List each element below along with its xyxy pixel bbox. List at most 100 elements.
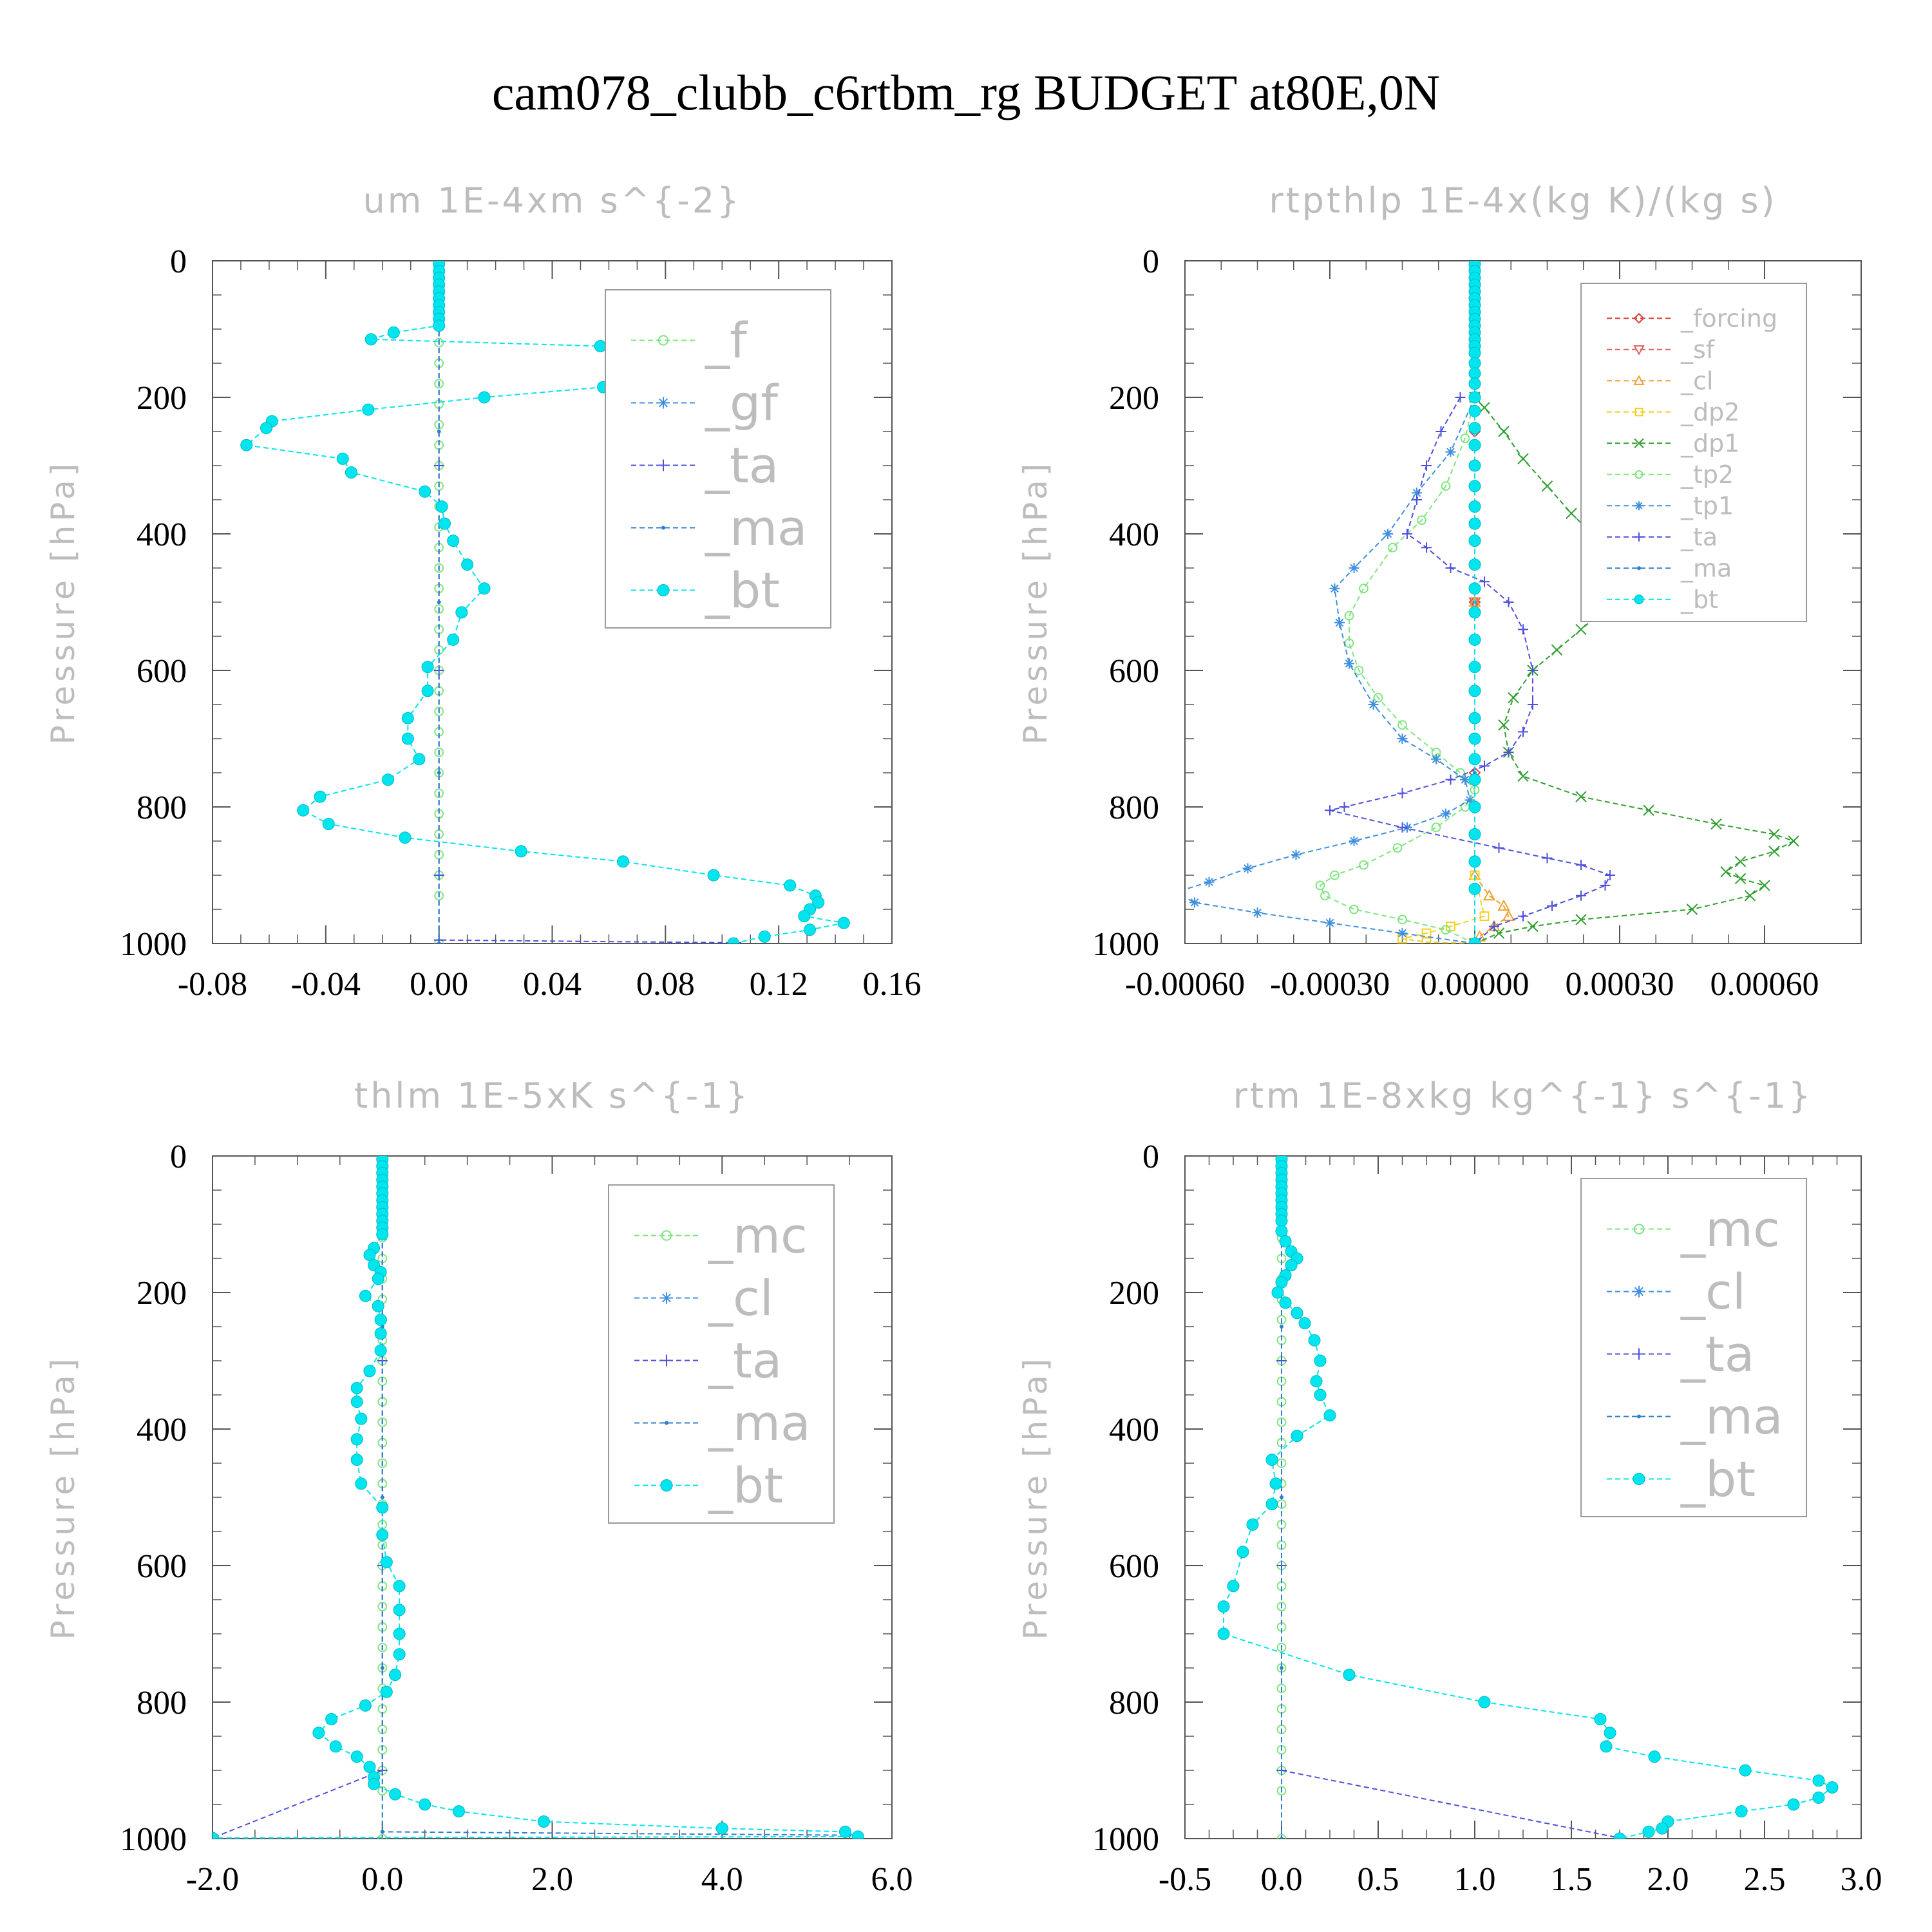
series-bt-point [1468,882,1481,895]
series-ta-point [1576,890,1586,901]
series-bt-point [382,773,395,786]
series-bt-point [1812,1791,1825,1804]
series-ta-point [1325,805,1335,816]
series-bt-point [421,685,434,697]
series-bt-point [359,1699,372,1712]
series-bt-point [376,1528,389,1541]
legend-label: _ta [1680,1325,1754,1383]
legend-label: _dp2 [1680,398,1739,426]
x-tick-label: -0.00060 [1125,966,1245,1003]
series-bt-point [1468,633,1481,646]
series-dp1-point [1479,402,1490,413]
series-bt-point [798,910,811,923]
series-ta-point [1445,774,1456,785]
series-ma-point [1280,1837,1283,1839]
series-mc-point [1276,1314,1287,1325]
series-tp1-point [1397,928,1408,939]
legend-label: _ma [1680,554,1732,583]
series-bt-point [1468,377,1481,390]
series-bt-point [393,1580,406,1593]
series-bt-point [438,517,451,530]
legend-marker [1637,566,1641,571]
legend-item-ta: _ta [631,437,779,494]
y-tick-label: 1000 [120,1821,187,1858]
series-bt-point [350,1454,363,1466]
y-tick-label: 800 [137,790,187,826]
series-bt-point [1613,1832,1626,1839]
series-tp2-point [1373,693,1383,703]
series-ta-point [1421,542,1432,553]
series-dp1-point [1575,791,1587,802]
legend-marker [657,584,670,596]
series-bt-point [419,485,431,498]
series-bt-point [433,319,446,332]
plot-area [240,261,850,943]
series-mc-point [1276,1602,1287,1612]
legend-marker [1633,1473,1645,1485]
series-bt-point [312,1727,325,1739]
legend-label: _dp1 [1680,430,1739,458]
legend-marker [1637,1414,1641,1419]
series-ta [1276,1156,1625,1839]
y-axis-label: Pressure [hPa] [1017,460,1054,745]
series-bt-point [1468,500,1481,513]
series-bt-point [515,845,527,858]
series-bt-point [1468,404,1481,417]
y-tick-label: 600 [137,1548,187,1585]
series-bt-point [336,452,349,465]
series-bt-point [1468,422,1481,435]
series-ta-point [1489,921,1499,932]
series-bt-point [1648,1750,1661,1763]
series-bt-point [1468,582,1481,595]
legend-label: _bt [1680,1450,1756,1508]
legend-marker [660,1479,673,1492]
series-bt-point [297,804,310,817]
series-ta-point [1412,495,1422,505]
legend-item-ma: _ma [634,1394,811,1452]
series-ma-point [1280,1495,1283,1499]
series-mc-point [1276,1683,1287,1694]
series-bt-point [837,916,850,929]
x-tick-label: 0.08 [636,966,695,1003]
series-ta-point [1605,870,1615,880]
series-bt-point [1468,480,1481,493]
series-bt-point [350,1750,363,1763]
series-bt-point [329,1740,342,1753]
series-bt-point [325,1713,338,1725]
series-mc-point [377,1458,388,1468]
series-dp1-point [1493,927,1505,939]
legend-marker [661,1292,672,1304]
series-bt-point [1468,800,1481,813]
series-bt-point [393,1604,406,1616]
series-dp1-point [1720,866,1732,878]
series-bt-point [1279,1235,1292,1247]
y-tick-label: 1000 [1092,1821,1159,1858]
series-dp1-point [1517,453,1529,465]
series-bt-point [707,869,720,882]
series-bt-point [1739,1764,1752,1777]
series-bt-point [387,326,400,339]
series-bt-point [447,633,460,646]
legend-marker [1633,1348,1645,1360]
series-bt-point [1468,357,1481,370]
series-ta-point [1528,665,1538,676]
y-axis-label: Pressure [hPa] [1017,1355,1054,1640]
legend-item-ma: _ma [1607,554,1732,583]
legend-item-f: _f [631,312,748,369]
legend-label: _cl [1680,367,1713,395]
series-bt-point [413,753,426,766]
series-dp1-point [1734,873,1747,885]
x-tick-label: -0.04 [291,966,361,1003]
legend-item-cl: _cl [634,1269,773,1327]
series-tp2-point [1344,638,1354,648]
series-bt-point [812,896,825,909]
series-f-point [434,337,444,348]
series-bt-point [594,340,607,352]
series-dp1-point [1508,692,1519,704]
series-bt-point [419,1798,431,1811]
series-mc-point [377,1786,388,1796]
series-tp2-point [1354,665,1364,676]
legend-marker [661,526,665,530]
series-tp1-point [1383,529,1393,539]
y-tick-label: 200 [1109,380,1159,417]
